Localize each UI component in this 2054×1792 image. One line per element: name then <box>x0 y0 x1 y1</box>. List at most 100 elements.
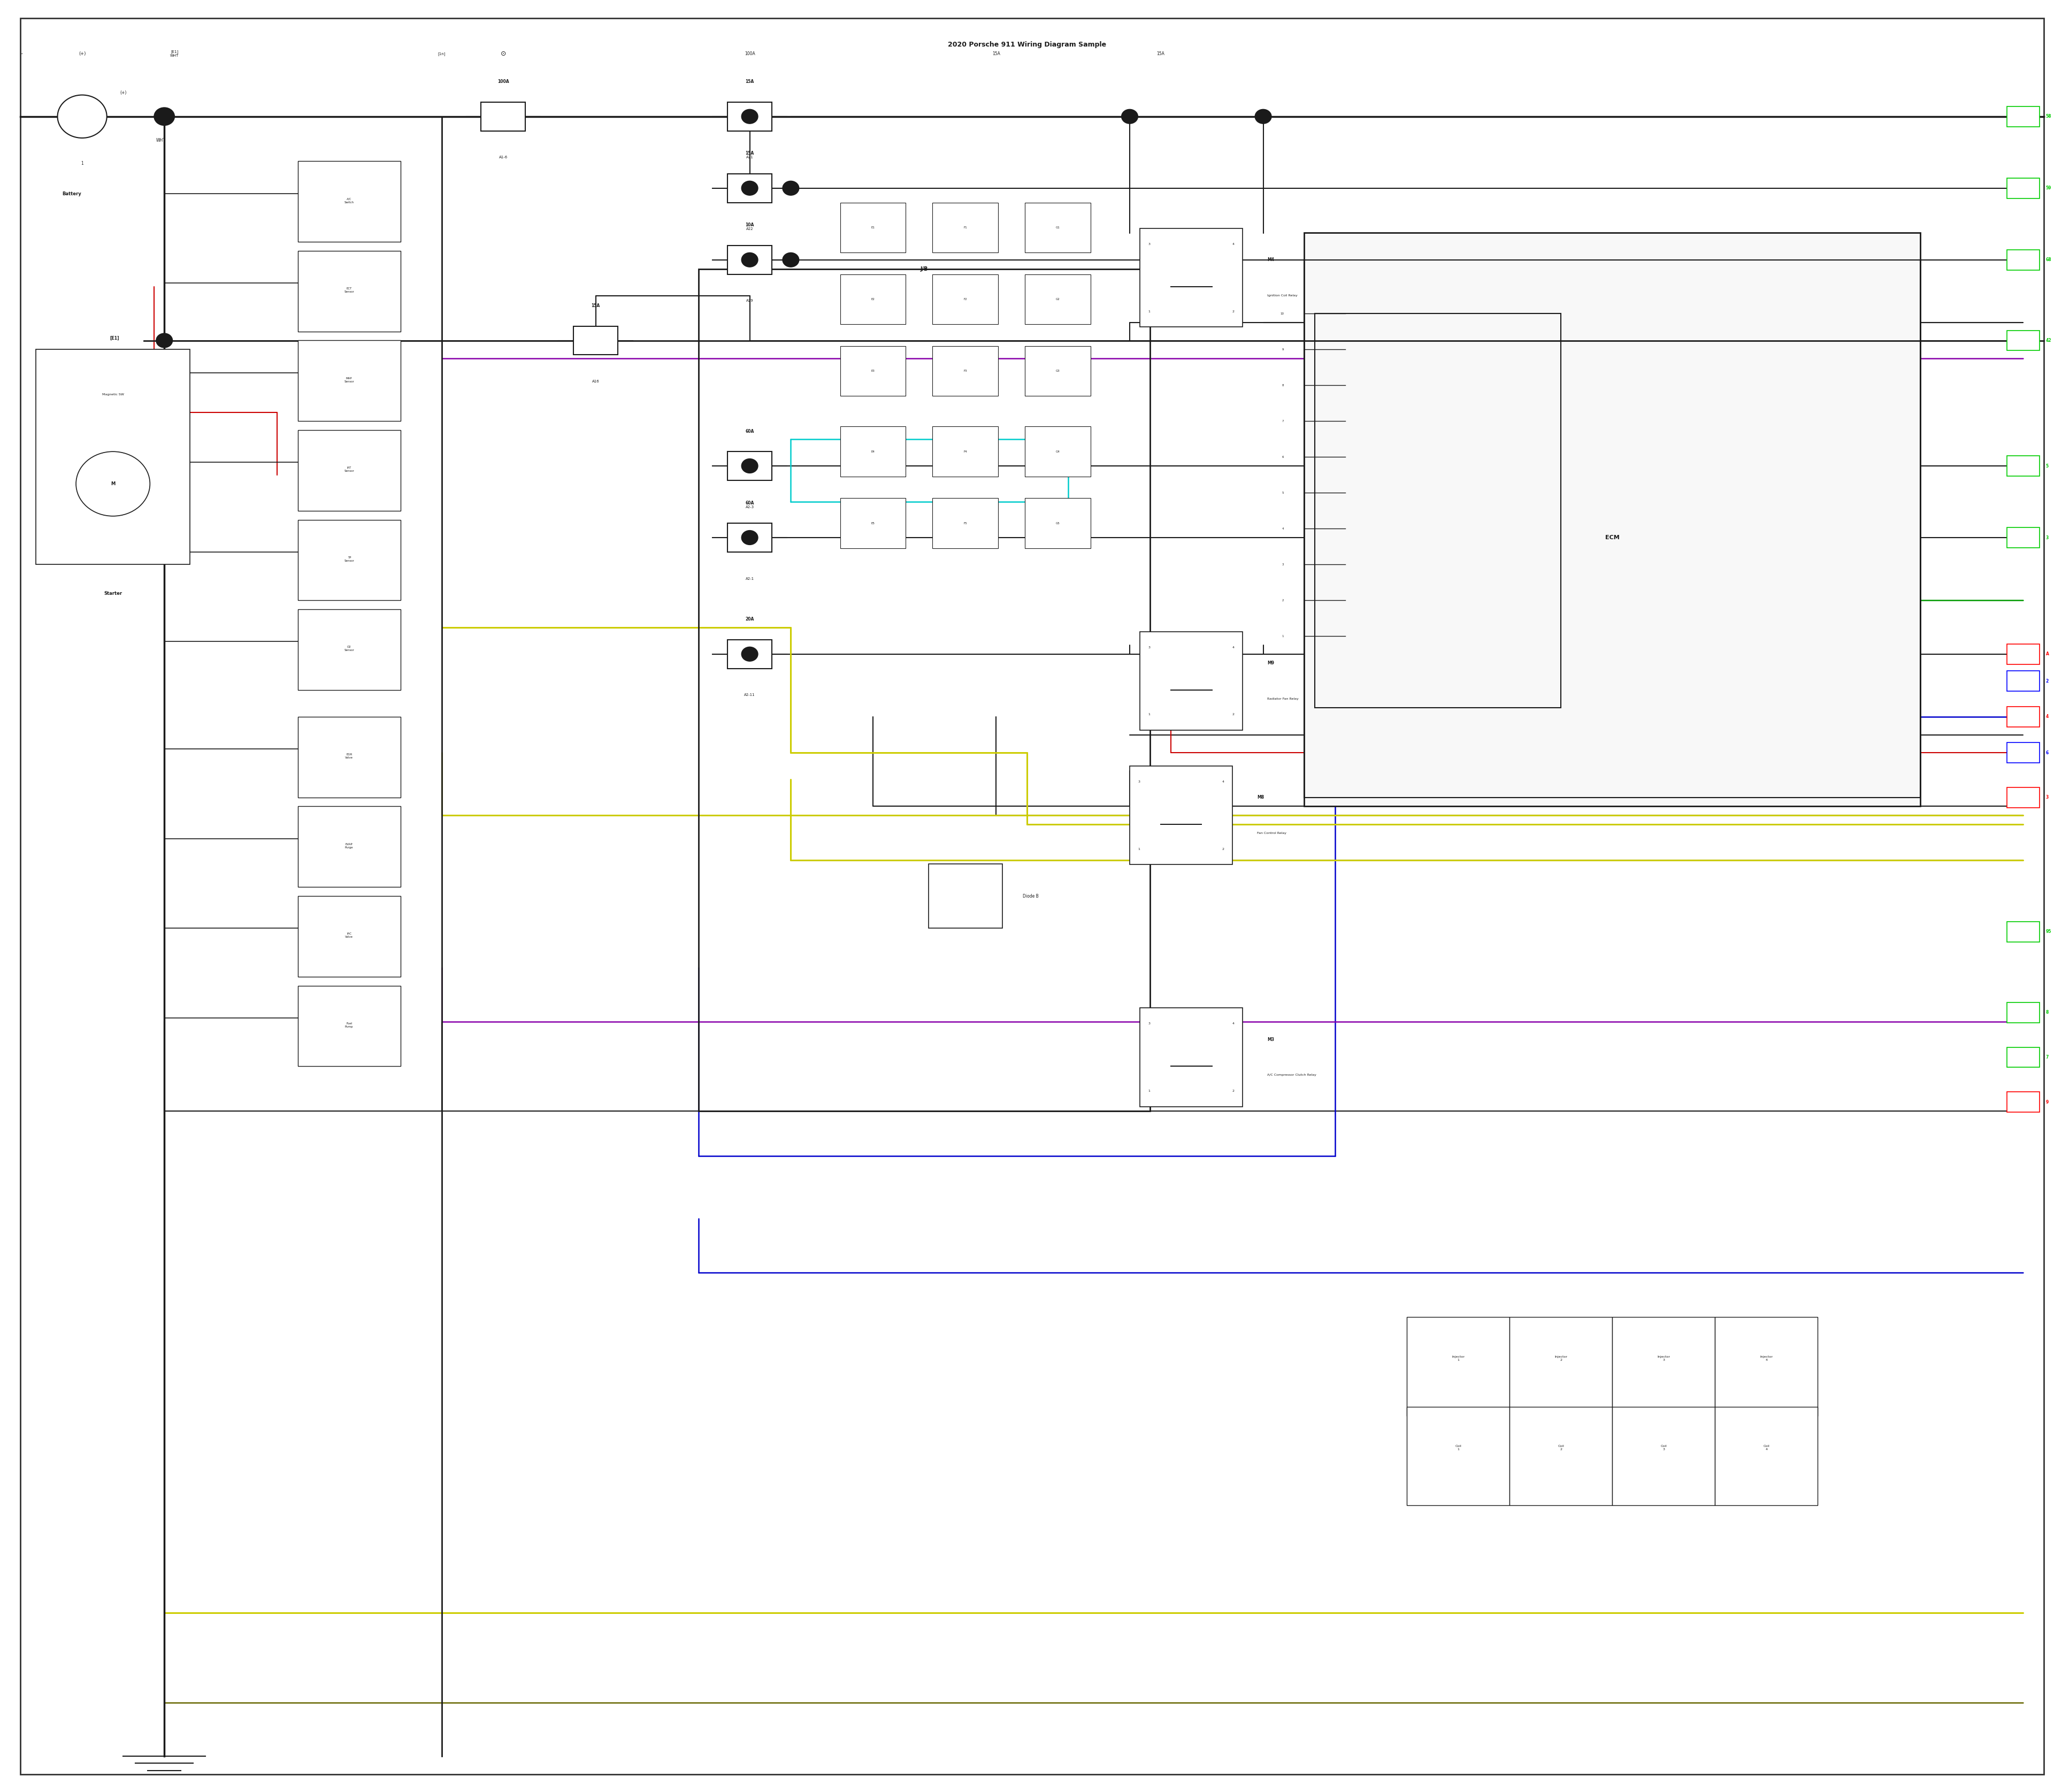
Bar <box>933 202 998 253</box>
Circle shape <box>741 181 758 195</box>
Text: 1: 1 <box>80 161 84 167</box>
Text: 2: 2 <box>1232 1090 1234 1091</box>
Bar <box>2007 527 2040 548</box>
Text: 15A: 15A <box>1156 52 1165 56</box>
Text: A29: A29 <box>746 299 754 303</box>
Bar <box>727 174 772 202</box>
Text: Fuel
Pump: Fuel Pump <box>345 1021 353 1029</box>
Text: ECT
Sensor: ECT Sensor <box>345 287 353 294</box>
Text: Fan Control Relay: Fan Control Relay <box>1257 831 1286 835</box>
Bar <box>698 269 1150 1111</box>
Text: A: A <box>2046 652 2050 656</box>
Circle shape <box>76 452 150 516</box>
Bar <box>727 452 772 480</box>
Bar <box>2007 670 2040 692</box>
Text: IAT
Sensor: IAT Sensor <box>345 466 353 473</box>
Text: F3: F3 <box>963 369 967 373</box>
Bar <box>2007 106 2040 127</box>
Bar <box>2007 455 2040 477</box>
Text: 3: 3 <box>1148 647 1150 649</box>
Text: A/C Compressor Clutch Relay: A/C Compressor Clutch Relay <box>1267 1073 1317 1077</box>
Text: 4: 4 <box>1222 781 1224 783</box>
Bar <box>481 102 526 131</box>
Text: IAC
Valve: IAC Valve <box>345 932 353 939</box>
Text: 3: 3 <box>2046 536 2048 539</box>
Text: (+): (+) <box>119 90 127 95</box>
Bar <box>928 864 1002 928</box>
Text: F2: F2 <box>963 297 967 301</box>
Bar <box>933 498 998 548</box>
Text: [E1]: [E1] <box>109 335 119 340</box>
Text: Coil
2: Coil 2 <box>1557 1444 1565 1452</box>
Circle shape <box>741 530 758 545</box>
Text: EVAP
Purge: EVAP Purge <box>345 842 353 849</box>
Text: 3: 3 <box>1138 781 1140 783</box>
Text: O2
Sensor: O2 Sensor <box>345 645 353 652</box>
Bar <box>840 426 906 477</box>
Bar <box>1510 1317 1612 1416</box>
Text: 15A: 15A <box>746 151 754 156</box>
Bar <box>1304 233 1920 806</box>
Text: A1-6: A1-6 <box>499 156 507 159</box>
Bar <box>933 426 998 477</box>
Text: ECM: ECM <box>1606 536 1619 539</box>
Text: G1: G1 <box>1056 226 1060 229</box>
Text: Coil
3: Coil 3 <box>1660 1444 1668 1452</box>
Circle shape <box>783 181 799 195</box>
Text: 2: 2 <box>1232 310 1234 312</box>
Circle shape <box>58 95 107 138</box>
Text: (+): (+) <box>78 52 86 56</box>
Text: 3: 3 <box>2046 796 2048 799</box>
Text: T1: T1 <box>150 487 154 491</box>
Text: E4: E4 <box>871 450 875 453</box>
Text: 68: 68 <box>2046 258 2052 262</box>
Bar <box>298 806 401 887</box>
Bar <box>298 520 401 600</box>
Text: Injector
1: Injector 1 <box>1452 1355 1465 1362</box>
Bar <box>1612 1407 1715 1505</box>
Bar <box>1510 1407 1612 1505</box>
Bar <box>298 340 401 421</box>
Text: Ignition Coil Relay: Ignition Coil Relay <box>1267 294 1298 297</box>
Text: 42: 42 <box>2046 339 2052 342</box>
Text: 2: 2 <box>2046 679 2048 683</box>
Bar <box>1130 765 1232 864</box>
Text: 1: 1 <box>1148 310 1150 312</box>
Bar <box>2007 1091 2040 1113</box>
Text: E2: E2 <box>871 297 875 301</box>
Bar <box>2007 1047 2040 1068</box>
Text: F4: F4 <box>963 450 967 453</box>
Bar <box>298 986 401 1066</box>
Bar <box>2007 921 2040 943</box>
Bar <box>37 349 189 564</box>
Bar <box>1025 426 1091 477</box>
Text: Coil
1: Coil 1 <box>1454 1444 1462 1452</box>
Text: 6: 6 <box>2046 751 2048 754</box>
Text: 7: 7 <box>2046 1055 2048 1059</box>
Text: G5: G5 <box>1056 521 1060 525</box>
Circle shape <box>741 647 758 661</box>
Bar <box>1025 274 1091 324</box>
Text: Coil
4: Coil 4 <box>1762 1444 1771 1452</box>
Text: 15A: 15A <box>592 303 600 308</box>
Bar <box>1025 202 1091 253</box>
Text: Injector
3: Injector 3 <box>1658 1355 1670 1362</box>
Text: Magnetic SW: Magnetic SW <box>103 392 123 396</box>
Text: 3: 3 <box>1148 244 1150 246</box>
Text: 9: 9 <box>2046 1100 2048 1104</box>
Text: 2: 2 <box>1232 713 1234 715</box>
Bar <box>2007 1002 2040 1023</box>
Bar <box>840 202 906 253</box>
Bar <box>727 523 772 552</box>
Text: T4: T4 <box>92 487 97 491</box>
Text: 20A: 20A <box>746 616 754 622</box>
Text: A2-3: A2-3 <box>746 505 754 509</box>
Text: -: - <box>21 52 23 56</box>
Circle shape <box>156 333 173 348</box>
Bar <box>2007 742 2040 763</box>
Text: A2-11: A2-11 <box>744 694 756 697</box>
Text: M3: M3 <box>1267 1038 1273 1041</box>
Text: E5: E5 <box>871 521 875 525</box>
Text: F5: F5 <box>963 521 967 525</box>
Text: C408: C408 <box>129 400 140 403</box>
